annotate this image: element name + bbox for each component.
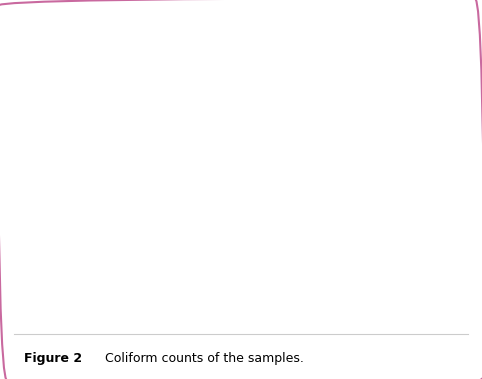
Bar (255, 236, 273, 296)
Bar (172, 206, 190, 296)
Bar (228, 236, 245, 296)
Bar (200, 236, 218, 296)
Bar (283, 266, 301, 296)
Title: Occurrence (N=30): Occurrence (N=30) (76, 33, 285, 53)
Text: Coliform counts of the samples.: Coliform counts of the samples. (101, 352, 304, 365)
Bar (88, 146, 106, 296)
Bar (60, 87, 79, 296)
Legend: Occurrence (N=30): Occurrence (N=30) (332, 170, 471, 190)
Text: Figure 2: Figure 2 (24, 352, 82, 365)
Bar (116, 176, 134, 296)
Bar (144, 176, 162, 296)
